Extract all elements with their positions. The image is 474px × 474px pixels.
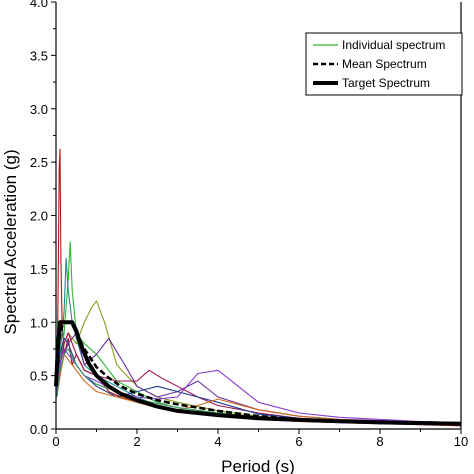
legend-mean-label: Mean Spectrum [342, 57, 427, 71]
y-tick-label: 0.5 [30, 369, 48, 384]
legend-target-label: Target Spectrum [342, 76, 430, 90]
y-tick-label: 1.0 [30, 315, 48, 330]
y-tick-label: 0.0 [30, 422, 48, 437]
y-tick-label: 1.5 [30, 262, 48, 277]
individual-spectrum-line [56, 348, 462, 424]
legend-individual-label: Individual spectrum [342, 38, 445, 52]
y-tick-label: 3.5 [30, 48, 48, 63]
y-tick-label: 2.0 [30, 209, 48, 224]
x-tick-label: 6 [295, 434, 302, 449]
target-spectrum-line [54, 320, 462, 426]
y-tick-label: 3.0 [30, 102, 48, 117]
x-tick-label: 8 [376, 434, 383, 449]
x-tick-label: 4 [214, 434, 221, 449]
x-tick-label: 10 [454, 434, 468, 449]
y-tick-label: 2.5 [30, 155, 48, 170]
y-axis-title: Spectral Acceleration (g) [1, 149, 20, 334]
x-axis-title: Period (s) [221, 457, 295, 474]
x-tick-label: 0 [52, 434, 59, 449]
legend: Individual spectrum Mean Spectrum Target… [305, 32, 463, 96]
x-tick-label: 2 [133, 434, 140, 449]
series-layer [54, 148, 462, 427]
y-tick-label: 4.0 [30, 0, 48, 10]
